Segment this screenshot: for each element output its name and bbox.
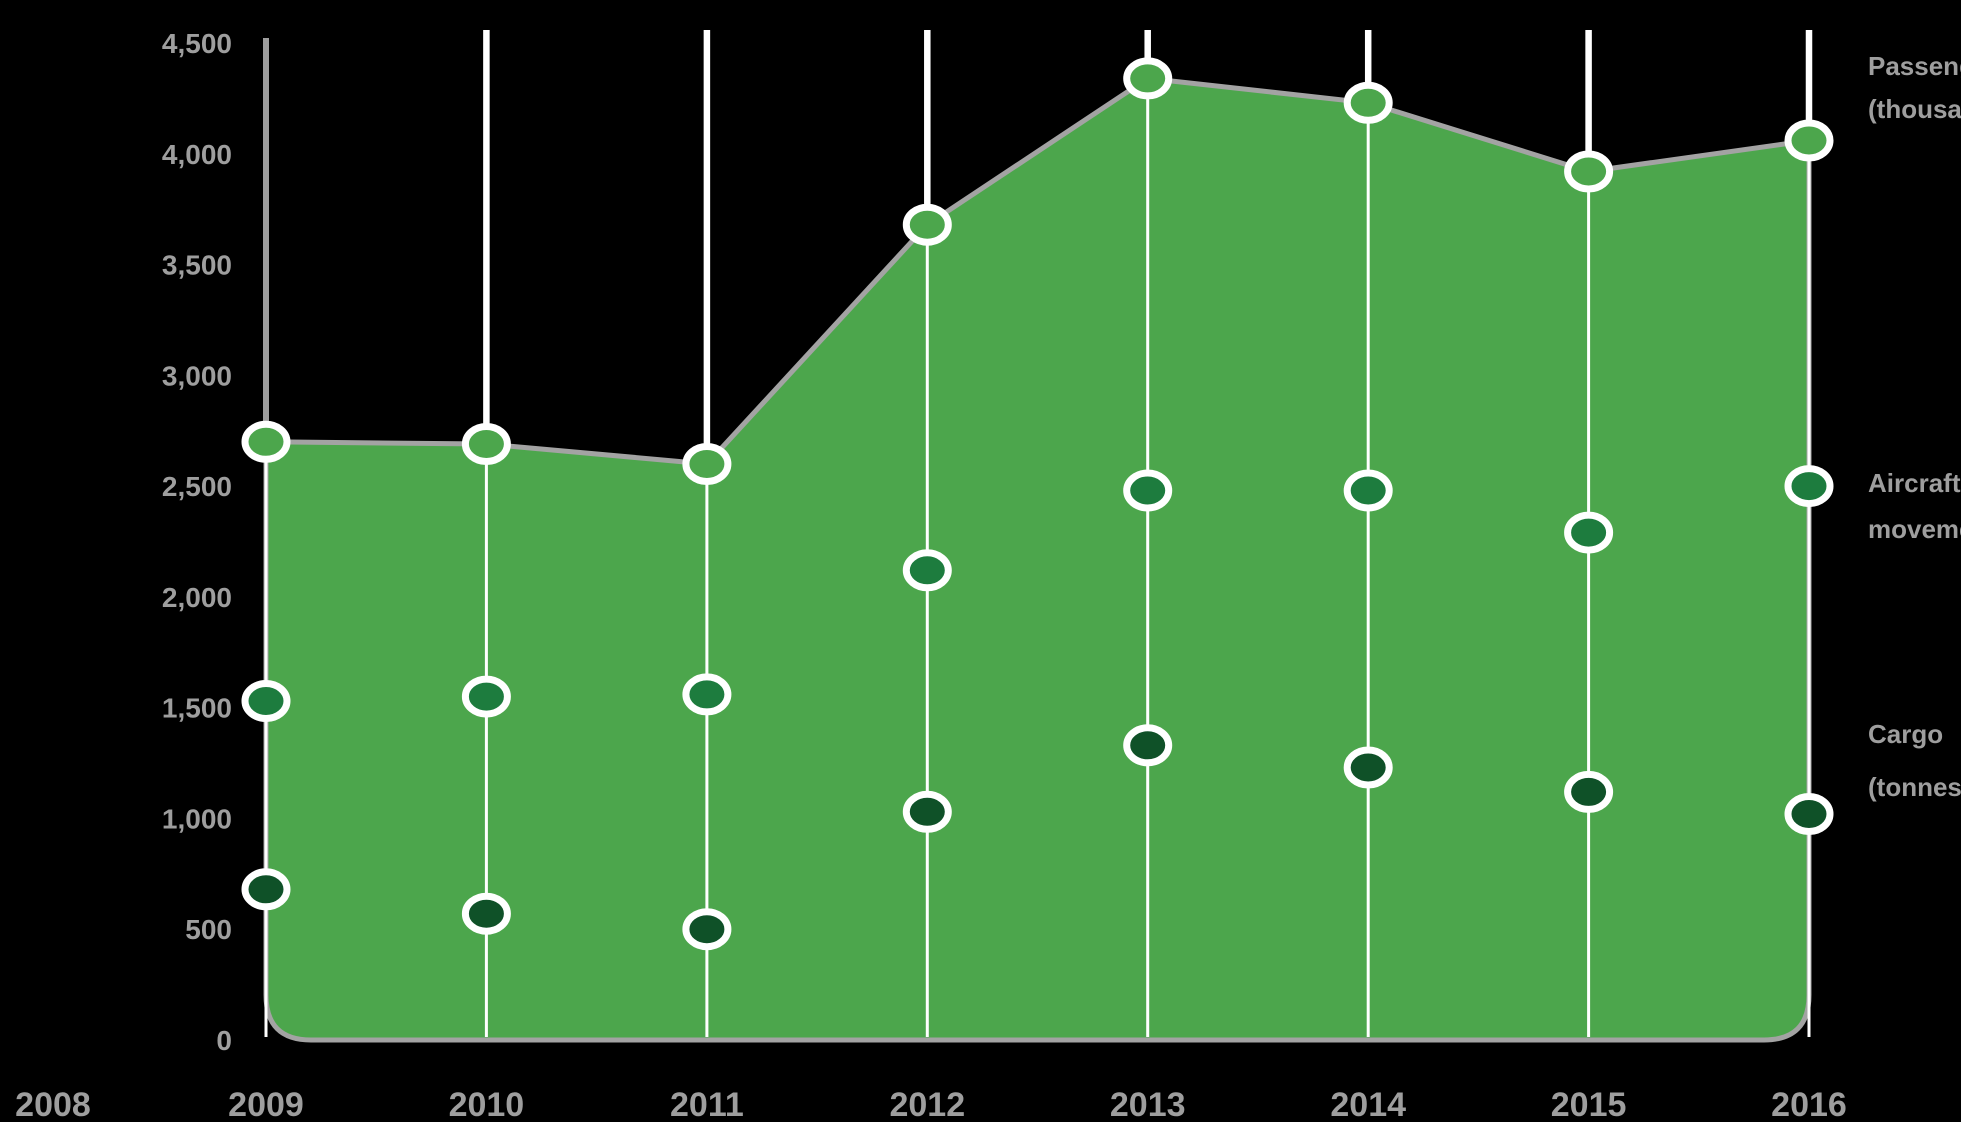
movements-point <box>461 675 511 718</box>
y-tick-label: 3,000 <box>162 360 232 391</box>
y-tick-label: 1,000 <box>162 803 232 834</box>
movements-point <box>1564 511 1614 554</box>
series-label-passengers: Passengers <box>1868 51 1961 81</box>
movements-point <box>1343 469 1393 512</box>
y-tick-label: 4,500 <box>162 28 232 59</box>
passengers-point <box>1343 81 1393 124</box>
movements-point <box>241 680 291 722</box>
area-fill <box>263 75 1812 1043</box>
movements-point <box>902 549 952 592</box>
cargo-point <box>902 790 952 833</box>
y-tick-label: 1,500 <box>162 693 232 724</box>
x-tick-label-lead: 2008 <box>15 1086 91 1122</box>
y-tick-label: 4,000 <box>162 139 232 170</box>
cargo-point <box>1784 793 1834 835</box>
cargo-point <box>1343 746 1393 789</box>
passengers-point <box>902 203 952 246</box>
movements-point <box>1784 465 1834 508</box>
x-tick-label: 2010 <box>449 1086 525 1122</box>
passengers-point <box>461 423 511 465</box>
x-tick-label: 2016 <box>1771 1086 1847 1122</box>
passengers-point <box>1564 150 1614 193</box>
x-tick-label: 2009 <box>228 1086 304 1122</box>
series-label-movements: Aircraft <box>1868 468 1961 498</box>
series-label-cargo: (tonnes) <box>1868 772 1961 802</box>
cargo-point <box>682 908 732 951</box>
x-tick-label: 2012 <box>889 1086 965 1122</box>
passengers-point <box>1784 119 1834 162</box>
series-label-cargo: Cargo <box>1868 719 1943 749</box>
x-tick-label: 2013 <box>1110 1086 1186 1122</box>
y-tick-label: 2,500 <box>162 471 232 502</box>
y-tick-label: 500 <box>185 914 232 945</box>
cargo-point <box>461 892 511 935</box>
cargo-point <box>241 868 291 911</box>
x-tick-label: 2011 <box>670 1086 744 1122</box>
passengers-point <box>241 420 291 463</box>
x-tick-label: 2014 <box>1330 1086 1406 1122</box>
movements-point <box>1123 469 1173 512</box>
passengers-point <box>682 443 732 485</box>
passengers-point <box>1123 57 1173 100</box>
cargo-point <box>1564 770 1614 813</box>
y-tick-label: 0 <box>216 1025 232 1056</box>
movements-point <box>682 673 732 716</box>
cargo-point <box>1123 724 1173 767</box>
series-label-passengers: (thousands) <box>1868 94 1961 124</box>
series-label-movements: movements <box>1868 514 1961 544</box>
x-tick-label: 2015 <box>1551 1086 1627 1122</box>
y-tick-label: 3,500 <box>162 250 232 281</box>
y-tick-label: 2,000 <box>162 582 232 613</box>
